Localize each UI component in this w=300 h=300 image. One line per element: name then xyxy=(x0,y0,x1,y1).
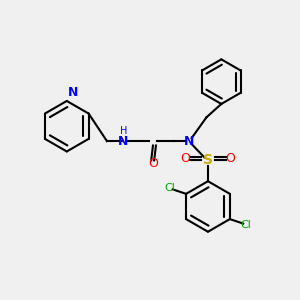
Text: N: N xyxy=(184,135,194,148)
Text: N: N xyxy=(68,86,79,100)
Text: Cl: Cl xyxy=(164,183,175,193)
Text: O: O xyxy=(181,152,190,165)
Text: S: S xyxy=(203,153,213,167)
Text: N: N xyxy=(118,135,128,148)
Text: O: O xyxy=(148,157,158,170)
Text: O: O xyxy=(225,152,235,165)
Text: Cl: Cl xyxy=(241,220,252,230)
Text: H: H xyxy=(120,126,127,136)
